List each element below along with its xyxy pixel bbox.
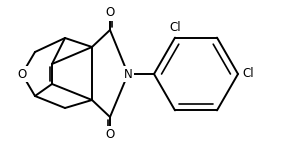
Text: Cl: Cl: [242, 67, 254, 80]
Text: N: N: [124, 67, 132, 80]
Text: O: O: [105, 128, 115, 140]
Text: O: O: [17, 67, 27, 80]
Text: Cl: Cl: [169, 21, 181, 34]
Text: O: O: [105, 6, 115, 19]
